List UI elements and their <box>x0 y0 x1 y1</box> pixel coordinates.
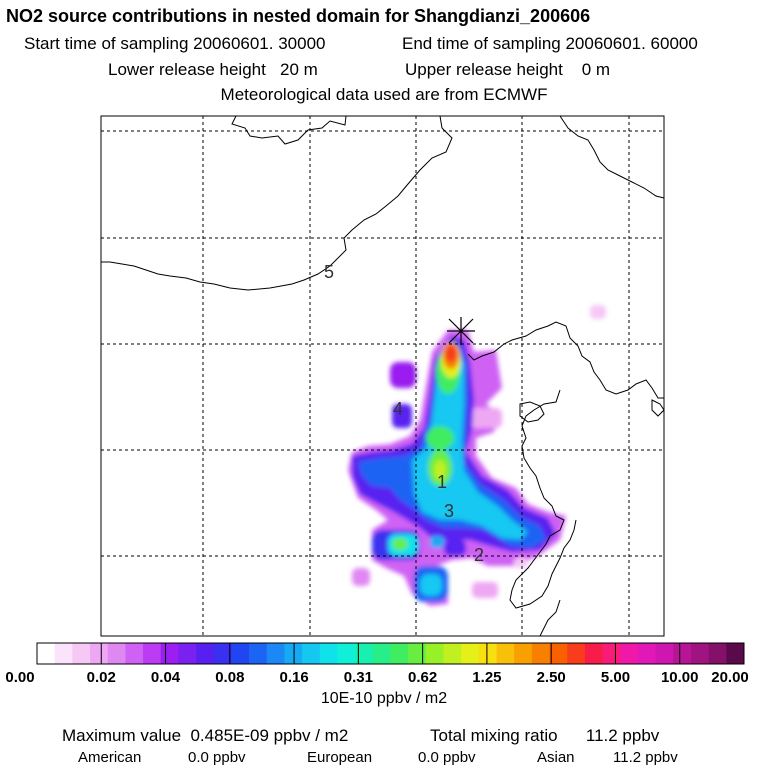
colorbar-swatch <box>602 643 621 664</box>
colorbar-swatch <box>655 643 674 664</box>
colorbar-tick-label: 0.02 <box>86 669 116 686</box>
plume-contour-4 <box>352 568 370 586</box>
colorbar-tick-label: 10.00 <box>660 669 699 686</box>
plume-contour-13 <box>412 346 528 540</box>
colorbar-swatch <box>425 643 444 664</box>
plume-contour-23 <box>445 344 457 362</box>
colorbar-tick-label: 2.50 <box>536 669 566 686</box>
colorbar-swatch <box>54 643 73 664</box>
plume-contour-2 <box>470 408 502 428</box>
colorbar-swatch <box>337 643 356 664</box>
european-value: 0.0 ppbv <box>418 749 476 766</box>
end-time-label: End time of sampling 20060601. 60000 <box>402 34 698 53</box>
plume-contour-17 <box>426 426 454 450</box>
total-mixing-ratio-label: Total mixing ratio 11.2 ppbv <box>430 726 660 745</box>
colorbar-swatch <box>143 643 162 664</box>
colorbar-swatch <box>408 643 427 664</box>
colorbar-swatch <box>531 643 550 664</box>
colorbar-tick-label: 0.31 <box>343 669 373 686</box>
colorbar-swatch <box>72 643 91 664</box>
colorbar-swatch <box>266 643 285 664</box>
coastline <box>101 115 665 637</box>
plume-contour-3 <box>590 305 606 319</box>
colorbar-swatch <box>390 643 409 664</box>
colorbar-swatch <box>478 643 497 664</box>
colorbar-tick-label: 0.16 <box>279 669 309 686</box>
plume-contour-5 <box>514 558 528 568</box>
colorbar-swatch <box>213 643 232 664</box>
max-value-label: Maximum value 0.485E-09 ppbv / m2 <box>62 726 349 745</box>
chart-title: NO2 source contributions in nested domai… <box>6 6 591 26</box>
map-frame <box>100 115 665 637</box>
colorbar-swatch <box>567 643 586 664</box>
colorbar-swatch <box>107 643 126 664</box>
colorbar-tick-label: 0.08 <box>215 669 245 686</box>
colorbar-tick-label: 0.62 <box>408 669 438 686</box>
region-label-3: 3 <box>444 501 454 521</box>
colorbar-swatch <box>443 643 462 664</box>
met-data-label: Meteorological data used are from ECMWF <box>220 85 548 104</box>
plume-contour-1 <box>390 362 416 388</box>
start-time-label: Start time of sampling 20060601. 30000 <box>24 34 326 53</box>
colorbar-swatch <box>690 643 710 664</box>
colorbar-swatch <box>620 643 639 664</box>
colorbar-swatch <box>461 643 480 664</box>
colorbar-swatch <box>249 643 268 664</box>
colorbar-swatch <box>160 643 179 664</box>
colorbar-swatch <box>284 643 303 664</box>
colorbar-swatch <box>372 643 391 664</box>
colorbar-swatch <box>549 643 568 664</box>
american-value: 0.0 ppbv <box>188 749 246 766</box>
receptor-marker <box>447 317 475 345</box>
lat-lon-grid <box>101 116 664 636</box>
plume-contour-24 <box>434 460 446 480</box>
colorbar-swatch <box>90 643 109 664</box>
region-label-1: 1 <box>437 472 447 492</box>
colorbar-swatch <box>708 643 727 664</box>
european-label: European <box>307 749 373 766</box>
colorbar-swatch <box>496 643 515 664</box>
plume-contour-8 <box>392 404 412 428</box>
colorbar-tick-label: 1.25 <box>472 669 502 686</box>
colorbar-swatch <box>231 643 250 664</box>
colorbar-swatch <box>196 643 215 664</box>
colorbar-tick-label: 20.00 <box>711 669 749 686</box>
plume-contour-6 <box>472 582 498 598</box>
lower-release-height-label: Lower release height 20 m <box>108 60 318 79</box>
colorbar-swatch <box>178 643 197 664</box>
colorbar-tick-label: 5.00 <box>600 669 631 686</box>
upper-release-height-label: Upper release height 0 m <box>405 60 611 79</box>
colorbar-swatch <box>355 643 374 664</box>
colorbar-swatch <box>319 643 338 664</box>
american-label: American <box>78 749 142 766</box>
colorbar-swatch <box>302 643 321 664</box>
plume-contour-16 <box>430 536 444 548</box>
colorbar-swatch <box>584 643 603 664</box>
colorbar-swatch <box>726 643 745 664</box>
colorbar-swatch <box>125 643 144 664</box>
asian-label: Asian <box>537 749 575 766</box>
asian-value: 11.2 ppbv <box>613 749 678 766</box>
plume-contour-11 <box>444 540 466 556</box>
colorbar-tick-label: 0.04 <box>150 669 181 686</box>
plume-contour-15 <box>420 574 442 596</box>
region-label-4: 4 <box>393 399 403 419</box>
plume-contour-20 <box>392 538 408 550</box>
colorbar-unit: 10E-10 ppbv / m2 <box>320 690 448 707</box>
colorbar-frame <box>36 642 745 665</box>
region-label-2: 2 <box>474 545 484 565</box>
plume-field <box>348 305 606 606</box>
colorbar-swatch <box>514 643 533 664</box>
colorbar <box>36 642 745 665</box>
colorbar-tick-label: 0.00 <box>5 669 35 686</box>
region-label-5: 5 <box>324 262 334 282</box>
colorbar-swatch <box>673 643 692 664</box>
colorbar-swatch <box>637 643 657 664</box>
colorbar-swatch <box>37 643 56 664</box>
